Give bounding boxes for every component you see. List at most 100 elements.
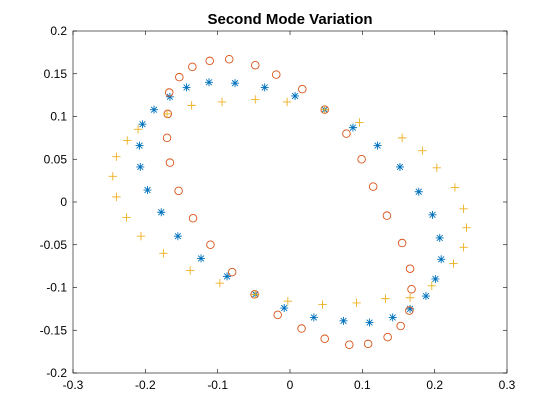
data-point-plus bbox=[133, 125, 143, 134]
data-point-asterisk bbox=[414, 187, 423, 196]
data-point-plus bbox=[112, 152, 121, 161]
data-point-asterisk bbox=[173, 232, 182, 241]
data-point-plus bbox=[459, 243, 468, 252]
data-point-asterisk bbox=[395, 162, 404, 171]
y-tick-label: -0.15 bbox=[40, 323, 68, 337]
data-point-asterisk bbox=[197, 254, 206, 263]
data-point-circle bbox=[382, 211, 392, 220]
data-point-plus bbox=[459, 204, 468, 214]
chart-title: Second Mode Variation bbox=[207, 11, 372, 28]
data-point-plus bbox=[449, 259, 458, 268]
y-tick-label: 0.05 bbox=[44, 152, 68, 166]
data-point-asterisk bbox=[291, 91, 300, 100]
data-point-plus bbox=[381, 294, 390, 303]
data-point-asterisk bbox=[223, 272, 232, 281]
x-tick-label: 0.1 bbox=[354, 378, 371, 392]
x-tick-label: 0.2 bbox=[426, 378, 443, 392]
data-point-plus bbox=[217, 97, 227, 107]
data-point-circle bbox=[397, 238, 407, 248]
data-point-plus bbox=[162, 109, 172, 119]
data-point-plus bbox=[432, 163, 442, 172]
y-tick-label: -0.05 bbox=[40, 238, 68, 252]
data-point-asterisk bbox=[339, 316, 348, 325]
data-point-plus bbox=[185, 266, 195, 275]
data-point-circle bbox=[298, 84, 307, 94]
data-point-circle bbox=[273, 310, 282, 320]
data-point-asterisk bbox=[388, 313, 397, 322]
data-point-circle bbox=[368, 182, 378, 191]
data-point-plus bbox=[123, 136, 132, 145]
data-point-circle bbox=[251, 60, 260, 70]
x-tick-label: -0.1 bbox=[207, 378, 228, 392]
data-point-asterisk bbox=[348, 123, 357, 132]
data-point-asterisk bbox=[373, 141, 382, 150]
data-point-circle bbox=[396, 321, 405, 331]
data-point-circle bbox=[363, 339, 373, 349]
data-point-circle bbox=[188, 62, 197, 72]
data-point-asterisk bbox=[421, 292, 430, 301]
data-point-plus bbox=[283, 296, 293, 306]
data-markers bbox=[108, 54, 471, 350]
plot-axes: -0.3 -0.2 -0.1 0 0.1 0.2 0.3-0.2-0.15-0.1-0.05… bbox=[40, 24, 516, 392]
data-point-plus bbox=[122, 213, 131, 222]
data-point-circle bbox=[407, 284, 416, 294]
data-point-plus bbox=[318, 300, 327, 309]
data-point-asterisk bbox=[280, 304, 289, 313]
y-tick-label: 0 bbox=[60, 195, 67, 209]
data-point-circle bbox=[188, 213, 198, 223]
data-point-asterisk bbox=[309, 313, 318, 322]
data-point-asterisk bbox=[165, 92, 174, 101]
x-tick-label: -0.2 bbox=[135, 378, 156, 392]
data-point-circle bbox=[272, 70, 281, 79]
data-point-asterisk bbox=[365, 318, 374, 327]
data-point-plus bbox=[405, 293, 415, 302]
x-tick-label: -0.3 bbox=[63, 378, 84, 392]
data-point-plus bbox=[136, 232, 146, 241]
data-point-asterisk bbox=[135, 141, 144, 150]
data-point-asterisk bbox=[231, 79, 240, 88]
data-point-plus bbox=[427, 281, 436, 290]
data-point-circle bbox=[165, 158, 175, 167]
data-point-circle bbox=[345, 340, 354, 350]
data-point-circle bbox=[164, 88, 174, 97]
data-point-plus bbox=[251, 290, 260, 299]
data-point-plus bbox=[355, 118, 364, 127]
data-point-circle bbox=[405, 306, 414, 315]
data-point-circle bbox=[383, 332, 392, 342]
data-point-asterisk bbox=[138, 120, 147, 129]
data-point-asterisk bbox=[204, 78, 213, 87]
data-point-circle bbox=[224, 54, 234, 64]
data-point-circle bbox=[342, 129, 351, 138]
data-point-asterisk bbox=[437, 255, 446, 264]
data-point-plus bbox=[418, 146, 427, 155]
data-point-circle bbox=[297, 324, 306, 333]
data-point-circle bbox=[175, 72, 184, 82]
y-tick-label: 0.2 bbox=[50, 24, 67, 38]
data-point-plus bbox=[320, 105, 329, 114]
x-tick-label: 0 bbox=[287, 378, 294, 392]
data-point-circle bbox=[357, 154, 366, 164]
data-point-plus bbox=[159, 249, 168, 258]
data-point-asterisk bbox=[182, 83, 191, 92]
data-point-asterisk bbox=[150, 105, 159, 114]
x-tick-label: 0.3 bbox=[499, 378, 516, 392]
data-point-asterisk bbox=[136, 162, 145, 171]
data-point-plus bbox=[462, 223, 471, 232]
data-point-asterisk bbox=[157, 208, 166, 217]
data-point-circle bbox=[227, 267, 237, 277]
data-point-asterisk bbox=[406, 304, 415, 313]
y-tick-label: -0.2 bbox=[46, 366, 67, 380]
data-point-circle bbox=[162, 133, 172, 143]
data-point-asterisk bbox=[143, 186, 152, 195]
data-point-plus bbox=[215, 279, 225, 288]
data-point-plus bbox=[450, 183, 460, 192]
data-point-circle bbox=[174, 186, 183, 196]
data-point-plus bbox=[397, 133, 407, 143]
y-tick-label: 0.1 bbox=[50, 110, 67, 124]
y-tick-label: -0.1 bbox=[46, 281, 67, 295]
data-point-circle bbox=[320, 334, 329, 344]
data-point-asterisk bbox=[431, 274, 440, 283]
data-point-plus bbox=[251, 95, 260, 104]
